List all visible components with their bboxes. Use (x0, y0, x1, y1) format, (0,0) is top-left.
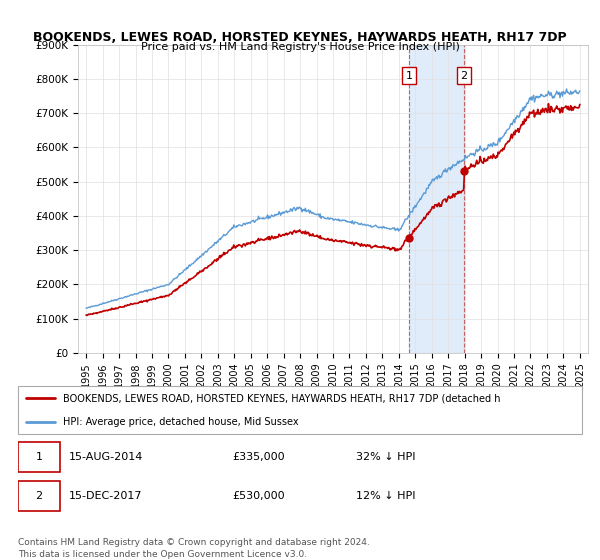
Text: HPI: Average price, detached house, Mid Sussex: HPI: Average price, detached house, Mid … (63, 417, 299, 427)
Text: 2: 2 (460, 71, 467, 81)
Text: 2: 2 (35, 491, 43, 501)
FancyBboxPatch shape (18, 481, 60, 511)
Text: Price paid vs. HM Land Registry's House Price Index (HPI): Price paid vs. HM Land Registry's House … (140, 42, 460, 52)
Text: £335,000: £335,000 (232, 452, 285, 462)
Text: 15-AUG-2014: 15-AUG-2014 (69, 452, 143, 462)
Text: 15-DEC-2017: 15-DEC-2017 (69, 491, 142, 501)
Text: 1: 1 (35, 452, 43, 462)
FancyBboxPatch shape (18, 442, 60, 472)
Text: 1: 1 (406, 71, 413, 81)
Text: BOOKENDS, LEWES ROAD, HORSTED KEYNES, HAYWARDS HEATH, RH17 7DP (detached h: BOOKENDS, LEWES ROAD, HORSTED KEYNES, HA… (63, 393, 500, 403)
FancyBboxPatch shape (18, 386, 582, 434)
Text: BOOKENDS, LEWES ROAD, HORSTED KEYNES, HAYWARDS HEATH, RH17 7DP: BOOKENDS, LEWES ROAD, HORSTED KEYNES, HA… (33, 31, 567, 44)
Text: Contains HM Land Registry data © Crown copyright and database right 2024.
This d: Contains HM Land Registry data © Crown c… (18, 538, 370, 559)
Text: 32% ↓ HPI: 32% ↓ HPI (356, 452, 416, 462)
Text: £530,000: £530,000 (232, 491, 285, 501)
Bar (409, 45, 464, 353)
Text: 12% ↓ HPI: 12% ↓ HPI (356, 491, 416, 501)
